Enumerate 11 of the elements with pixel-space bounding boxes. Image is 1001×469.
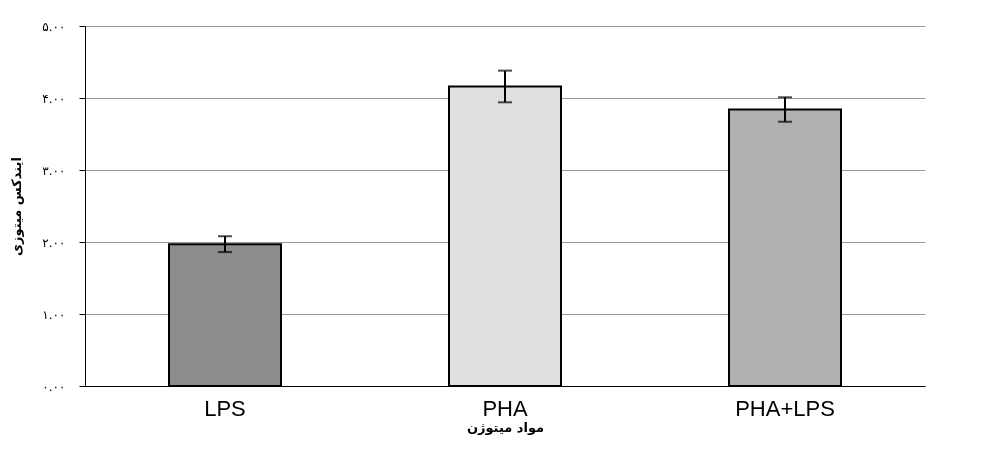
y-tick-label: ۱.۰۰ [42,307,66,322]
y-tick-label: ۴.۰۰ [42,91,66,106]
x-tick-label: LPS [204,395,246,421]
x-tick-label: PHA [482,395,528,421]
y-tick-label: ۲.۰۰ [42,235,66,250]
x-axis-title: مواد میتوژن [466,419,545,435]
y-tick-label: ۰.۰۰ [42,379,66,394]
y-tick-label: ۳.۰۰ [42,163,66,178]
y-axis-title: ایندکس میتوزی [9,157,25,256]
y-tick-label: ۵.۰۰ [42,19,66,34]
x-tick-label: PHA+LPS [735,395,835,421]
